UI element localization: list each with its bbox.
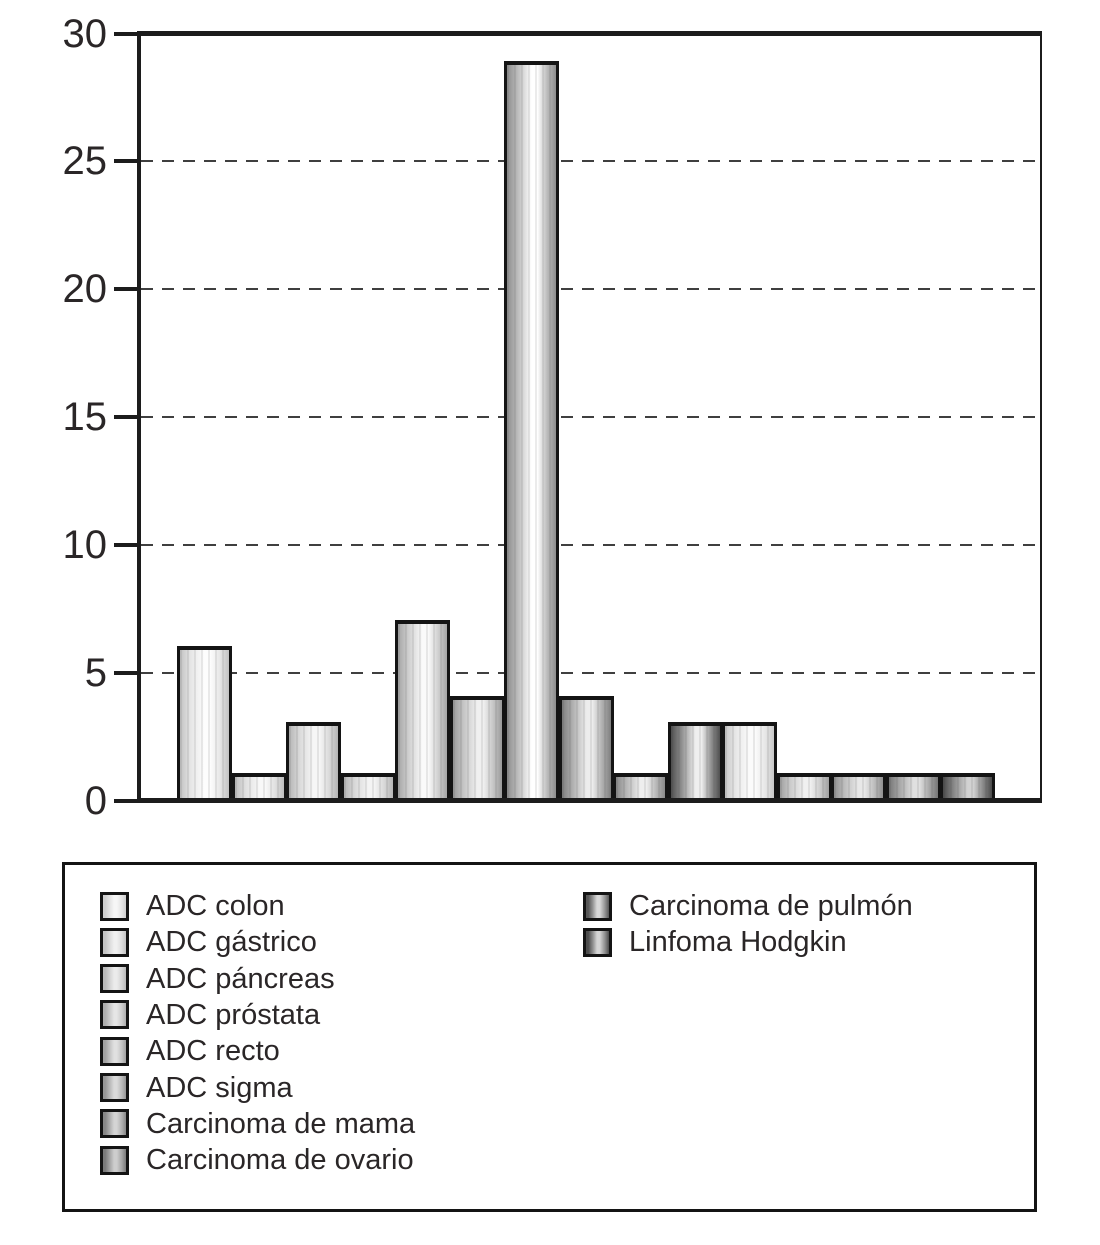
legend-box: ADC colon ADC gástrico ADC páncreas ADC pró… (62, 862, 1037, 1212)
gridline (141, 416, 1040, 418)
y-tick-label: 10 (62, 522, 108, 567)
y-tick-label: 25 (62, 139, 108, 184)
bar (231, 772, 287, 798)
bar (395, 620, 450, 798)
legend-item: Carcinoma de mama (100, 1109, 415, 1139)
legend-swatch (583, 927, 612, 957)
bar (504, 61, 559, 798)
y-tick-mark (114, 542, 139, 547)
y-tick-label: 15 (62, 395, 108, 439)
legend-item: ADC colon (100, 891, 285, 921)
legend-item: Linfoma Hodgkin (583, 927, 847, 957)
bar (286, 721, 341, 798)
legend-item: Carcinoma de pulmón (583, 891, 913, 921)
gridline (141, 543, 1040, 546)
legend-item-label: ADC páncreas (146, 962, 335, 995)
legend-swatch (100, 891, 129, 921)
legend-swatch (583, 891, 612, 921)
y-tick-mark (114, 31, 139, 36)
y-tick-mark (114, 287, 139, 292)
gridline (141, 160, 1040, 163)
plot-area (137, 31, 1042, 803)
legend-swatch (100, 1073, 129, 1102)
gridline (141, 288, 1040, 291)
bar (722, 721, 777, 798)
legend-item: ADC próstata (100, 1000, 320, 1030)
y-tick-mark (114, 798, 139, 803)
legend-item-label: ADC próstata (146, 998, 321, 1031)
bar (831, 772, 886, 798)
y-tick-label: 5 (84, 650, 107, 695)
bar (613, 772, 668, 798)
legend-item: ADC gástrico (100, 927, 317, 957)
y-tick-mark (114, 670, 139, 675)
legend-item-label: Carcinoma de mama (146, 1107, 416, 1140)
bar (340, 772, 396, 798)
bar (885, 772, 941, 798)
legend-swatch (100, 927, 129, 957)
legend-item-label: Carcinoma de pulmón (629, 890, 913, 922)
legend-item-label: Linfoma Hodgkin (629, 926, 847, 959)
legend-item: ADC sigma (100, 1073, 293, 1103)
y-tick-mark (114, 159, 139, 164)
legend-swatch (100, 1145, 129, 1175)
bar (667, 721, 723, 798)
legend-item: ADC recto (100, 1036, 280, 1066)
legend-item-label: ADC gástrico (146, 926, 317, 959)
gridline (141, 671, 1040, 674)
legend-item-label: ADC sigma (146, 1071, 293, 1104)
y-tick-label: 20 (62, 267, 108, 312)
bar (177, 645, 232, 798)
legend-item: ADC páncreas (100, 964, 335, 994)
y-tick-label: 0 (84, 778, 107, 823)
legend-swatch (100, 1036, 129, 1066)
bar (449, 696, 505, 798)
y-tick-label: 30 (62, 11, 108, 56)
bar (776, 772, 832, 798)
legend-swatch (100, 964, 129, 994)
legend-swatch (100, 1109, 129, 1139)
legend-item-label: ADC colon (146, 890, 285, 922)
legend-item-label: Carcinoma de ovario (146, 1144, 414, 1177)
bar (940, 772, 995, 798)
legend-item: Carcinoma de ovario (100, 1145, 414, 1175)
bar (558, 696, 614, 798)
y-tick-mark (114, 415, 139, 419)
legend-swatch (100, 1000, 129, 1030)
legend-item-label: ADC recto (146, 1035, 280, 1068)
